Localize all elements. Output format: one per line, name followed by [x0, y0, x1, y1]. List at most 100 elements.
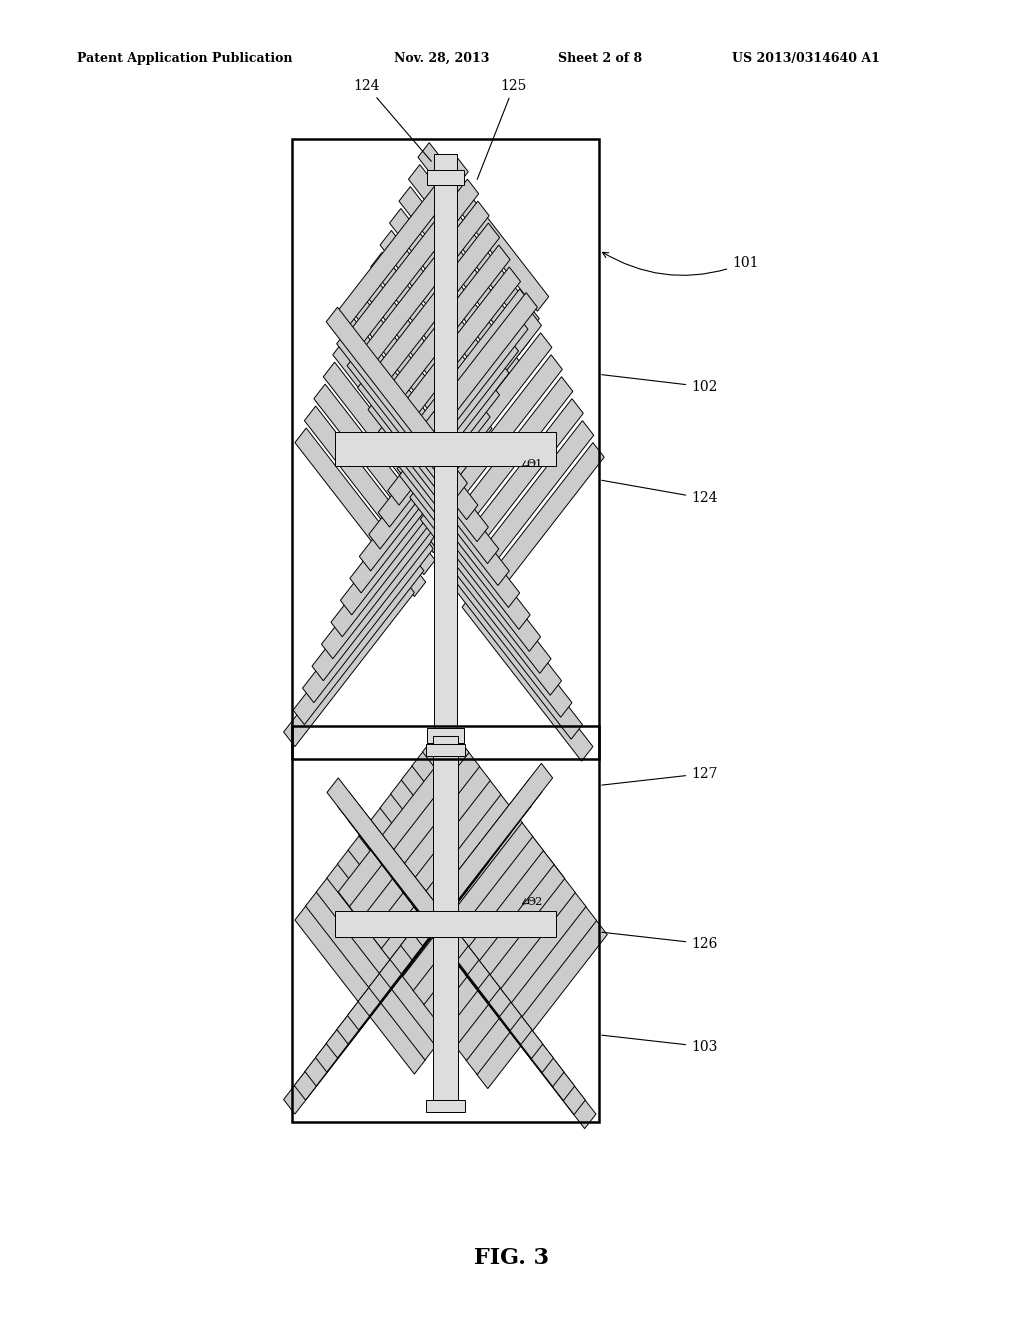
Polygon shape [390, 805, 521, 974]
Polygon shape [313, 384, 444, 553]
Polygon shape [340, 446, 471, 615]
Polygon shape [327, 890, 457, 1059]
Polygon shape [331, 469, 462, 636]
Text: 124: 124 [353, 79, 431, 161]
Polygon shape [358, 820, 489, 989]
Polygon shape [315, 903, 446, 1072]
Polygon shape [399, 186, 529, 355]
Polygon shape [380, 847, 511, 1016]
Text: 126: 126 [602, 932, 718, 950]
Text: 124: 124 [602, 480, 718, 506]
Polygon shape [418, 143, 549, 312]
Polygon shape [337, 329, 467, 498]
Polygon shape [410, 483, 541, 651]
Polygon shape [380, 231, 511, 399]
Bar [426, 1101, 465, 1111]
Polygon shape [434, 865, 564, 1032]
Text: Θ1: Θ1 [526, 459, 543, 470]
Polygon shape [423, 738, 553, 906]
Polygon shape [351, 296, 482, 465]
Polygon shape [441, 549, 572, 717]
Polygon shape [411, 312, 542, 479]
Text: Θ2: Θ2 [526, 898, 543, 907]
Polygon shape [338, 850, 468, 1018]
Polygon shape [349, 752, 479, 920]
Polygon shape [463, 421, 594, 589]
Polygon shape [433, 917, 564, 1086]
Text: 127: 127 [602, 767, 718, 785]
Polygon shape [304, 407, 435, 574]
Text: Nov. 28, 2013: Nov. 28, 2013 [394, 51, 489, 65]
Polygon shape [284, 578, 415, 747]
Polygon shape [391, 862, 521, 1031]
Polygon shape [473, 442, 604, 611]
Bar [292, 726, 599, 1122]
Polygon shape [368, 395, 499, 564]
Polygon shape [338, 792, 468, 961]
Polygon shape [359, 766, 490, 935]
Polygon shape [348, 836, 479, 1005]
Polygon shape [358, 821, 489, 990]
Text: Patent Application Publication: Patent Application Publication [77, 51, 292, 65]
Polygon shape [295, 428, 426, 597]
Polygon shape [312, 512, 442, 681]
Text: 125: 125 [477, 79, 527, 180]
Polygon shape [412, 751, 543, 920]
Polygon shape [399, 461, 530, 630]
Polygon shape [295, 906, 426, 1074]
Polygon shape [380, 793, 511, 962]
Bar [427, 169, 464, 185]
Bar [292, 139, 599, 759]
Polygon shape [302, 535, 433, 702]
Polygon shape [294, 932, 425, 1100]
Polygon shape [379, 417, 509, 586]
Polygon shape [327, 308, 457, 475]
Bar [433, 737, 458, 1111]
Polygon shape [338, 157, 468, 326]
Polygon shape [455, 946, 586, 1114]
Bar [335, 911, 556, 937]
Polygon shape [305, 891, 436, 1060]
Polygon shape [452, 570, 583, 739]
Polygon shape [401, 766, 532, 935]
Polygon shape [327, 863, 458, 1032]
Polygon shape [284, 945, 415, 1114]
Polygon shape [381, 793, 512, 962]
Polygon shape [322, 490, 453, 659]
Text: 102: 102 [602, 375, 718, 393]
Polygon shape [347, 351, 478, 520]
Polygon shape [465, 960, 596, 1129]
Polygon shape [466, 906, 597, 1074]
Text: 103: 103 [602, 1035, 718, 1053]
Polygon shape [358, 847, 488, 1016]
Polygon shape [316, 878, 446, 1045]
Polygon shape [444, 932, 574, 1101]
Polygon shape [421, 333, 552, 502]
Polygon shape [350, 424, 480, 593]
Bar [335, 432, 556, 466]
Text: Sheet 2 of 8: Sheet 2 of 8 [558, 51, 642, 65]
Polygon shape [333, 341, 464, 508]
Polygon shape [370, 808, 500, 975]
Bar [434, 154, 457, 743]
Polygon shape [412, 890, 543, 1059]
Polygon shape [413, 836, 544, 1005]
Polygon shape [327, 777, 458, 946]
Polygon shape [423, 904, 553, 1073]
Polygon shape [389, 209, 520, 378]
Polygon shape [348, 807, 479, 974]
Polygon shape [420, 504, 551, 673]
Polygon shape [401, 876, 532, 1044]
Polygon shape [378, 359, 509, 527]
Polygon shape [391, 808, 522, 977]
Polygon shape [369, 833, 500, 1002]
Polygon shape [431, 527, 561, 696]
Polygon shape [400, 289, 531, 458]
Polygon shape [402, 822, 532, 990]
Polygon shape [370, 780, 501, 949]
Polygon shape [348, 180, 478, 347]
Polygon shape [324, 362, 454, 531]
Polygon shape [305, 917, 435, 1086]
Polygon shape [358, 201, 489, 370]
Polygon shape [453, 399, 584, 568]
